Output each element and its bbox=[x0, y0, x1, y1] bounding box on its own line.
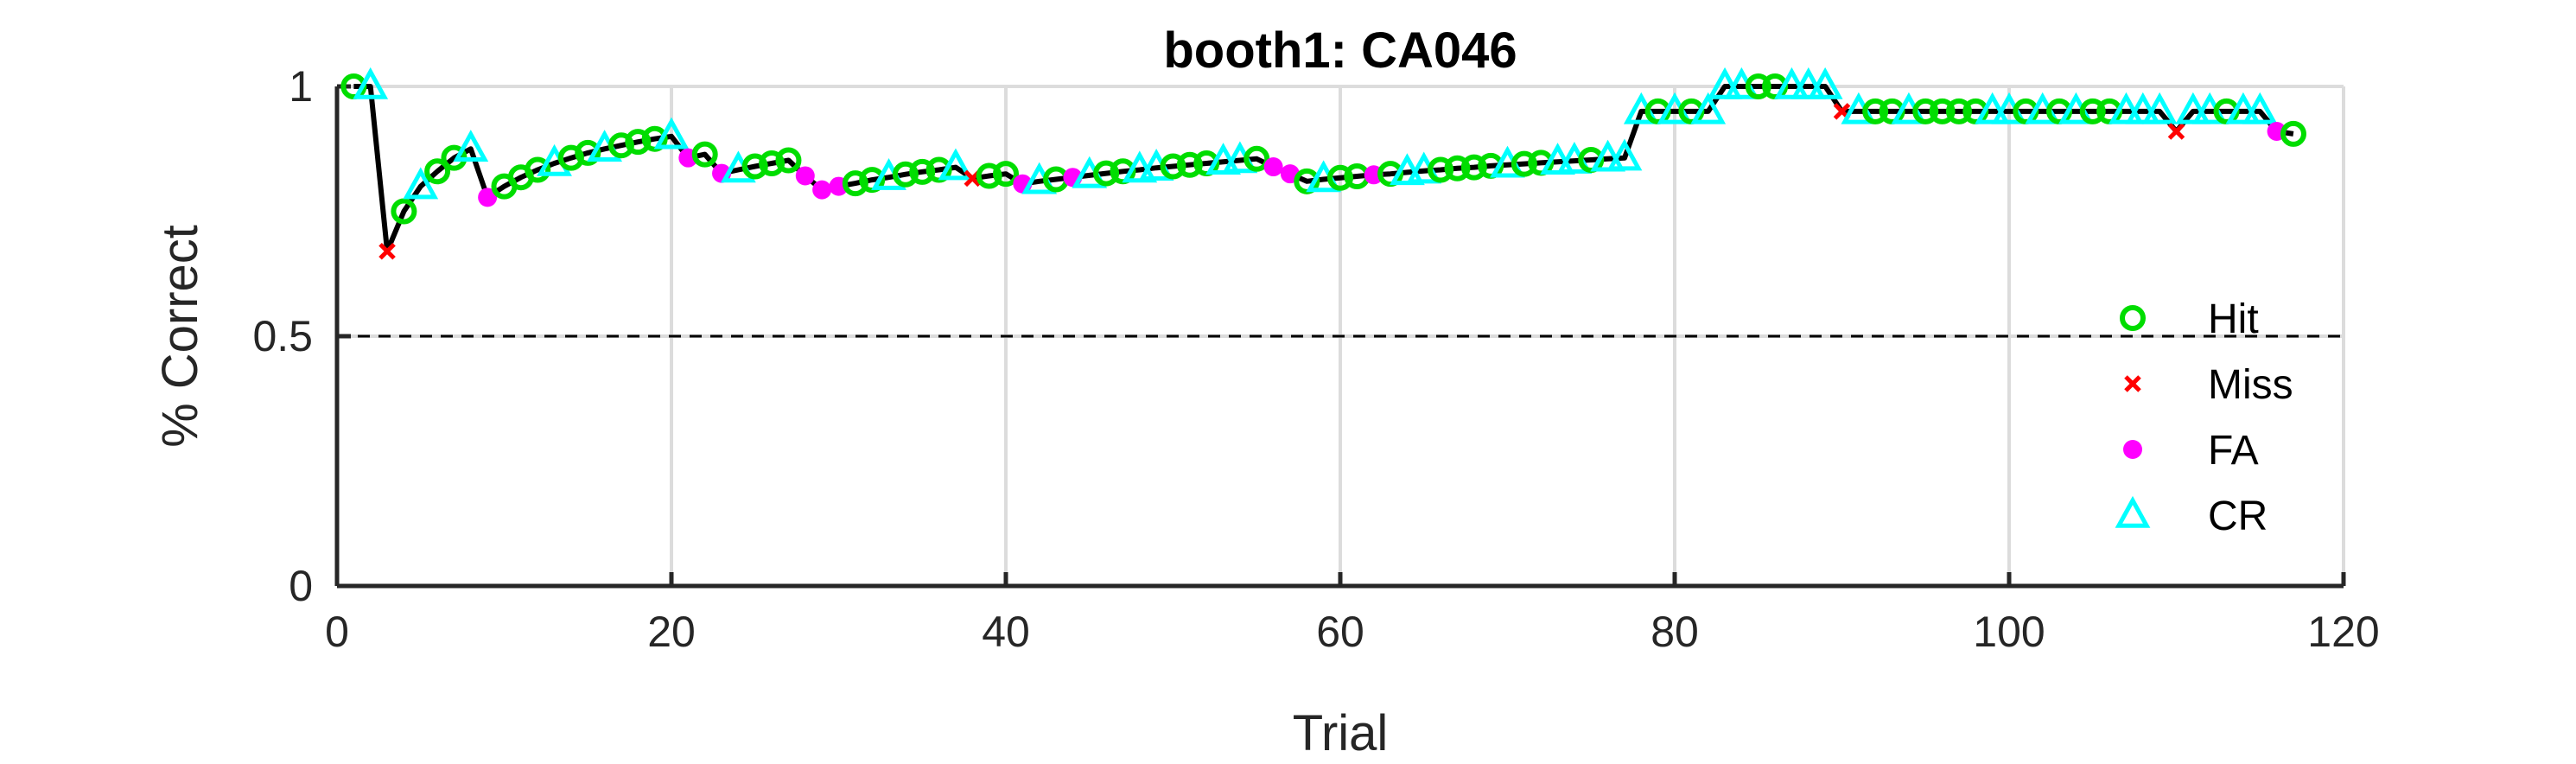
marker-hit bbox=[641, 125, 668, 152]
marker-hit bbox=[1428, 156, 1454, 183]
marker-cr bbox=[1707, 67, 1743, 99]
marker-hit bbox=[1176, 151, 1203, 178]
marker-fa bbox=[795, 166, 815, 186]
miss-stroke bbox=[2167, 123, 2185, 140]
marker-hit bbox=[1912, 98, 1939, 124]
marker-hit bbox=[1093, 160, 1120, 187]
marker-hit bbox=[909, 158, 936, 185]
marker-hit bbox=[1511, 150, 1537, 177]
marker-hit bbox=[1929, 98, 1956, 124]
legend-item-hit: Hit bbox=[2120, 296, 2259, 342]
marker-cr bbox=[2125, 92, 2161, 124]
legend-item-miss: Miss bbox=[2124, 362, 2293, 408]
marker-cr bbox=[2141, 92, 2178, 124]
x-tick-label: 0 bbox=[325, 608, 349, 656]
marker-cr bbox=[2225, 92, 2261, 124]
marker-cr bbox=[2242, 92, 2278, 124]
marker-miss bbox=[2167, 123, 2185, 140]
miss-stroke bbox=[2124, 375, 2141, 392]
marker-cr bbox=[1807, 67, 1843, 99]
marker-hit bbox=[775, 147, 802, 174]
marker-cr bbox=[2109, 92, 2144, 124]
y-tick-label: 0 bbox=[289, 562, 313, 610]
marker-cr bbox=[353, 67, 389, 99]
legend: Hit Miss FA CR bbox=[2115, 296, 2293, 539]
marker-fa bbox=[1263, 157, 1283, 177]
marker-fa bbox=[478, 188, 498, 207]
marker-hit bbox=[625, 129, 652, 156]
marker-miss bbox=[378, 242, 396, 260]
marker-hit bbox=[1160, 153, 1186, 180]
marker-hit bbox=[2079, 98, 2106, 124]
marker-hit bbox=[1460, 154, 1487, 181]
x-tick-label: 40 bbox=[982, 608, 1030, 656]
chart-title: booth1: CA046 bbox=[1163, 22, 1517, 79]
legend-item-fa: FA bbox=[2123, 428, 2259, 474]
axes: 0 20 40 60 80 100 120 0 0.5 1 bbox=[252, 62, 2379, 656]
marker-cr bbox=[1975, 92, 2011, 124]
x-tick-label: 100 bbox=[1973, 608, 2045, 656]
y-tick-label: 0.5 bbox=[252, 312, 313, 360]
legend-item-cr: CR bbox=[2115, 493, 2268, 539]
marker-hit bbox=[525, 156, 551, 183]
marker-hit bbox=[741, 153, 768, 180]
legend-label-miss: Miss bbox=[2208, 362, 2293, 408]
marker-cr bbox=[403, 167, 439, 200]
legend-symbol-miss bbox=[2124, 375, 2141, 392]
legend-label-hit: Hit bbox=[2208, 296, 2259, 342]
marker-hit bbox=[1945, 98, 1972, 124]
marker-hit bbox=[607, 132, 634, 159]
legend-symbol-hit bbox=[2120, 305, 2146, 331]
x-tick-label: 60 bbox=[1316, 608, 1364, 656]
legend-symbol-fa bbox=[2123, 440, 2142, 459]
marker-cr bbox=[453, 130, 489, 162]
marker-cr bbox=[1690, 92, 1727, 124]
marker-hit bbox=[759, 150, 786, 177]
y-axis-label: % Correct bbox=[152, 225, 208, 448]
marker-cr bbox=[1774, 67, 1810, 99]
trial-markers bbox=[340, 67, 2306, 260]
legend-label-cr: CR bbox=[2208, 493, 2268, 539]
x-tick-label: 80 bbox=[1651, 608, 1699, 656]
x-tick-label: 20 bbox=[647, 608, 696, 656]
legend-label-fa: FA bbox=[2208, 428, 2259, 474]
marker-hit bbox=[2280, 120, 2306, 147]
marker-hit bbox=[859, 167, 886, 194]
marker-cr bbox=[1606, 138, 1643, 171]
y-tick-label: 1 bbox=[289, 62, 313, 111]
miss-stroke bbox=[1833, 103, 1851, 120]
x-axis-label: Trial bbox=[1293, 705, 1389, 761]
marker-cr bbox=[1790, 67, 1827, 99]
marker-fa bbox=[812, 180, 832, 200]
marker-hit bbox=[993, 161, 1019, 188]
marker-hit bbox=[575, 139, 601, 166]
marker-hit bbox=[1862, 98, 1889, 124]
marker-hit bbox=[391, 198, 417, 225]
marker-hit bbox=[691, 141, 718, 168]
legend-symbol-cr bbox=[2115, 495, 2151, 528]
marker-cr bbox=[938, 148, 974, 181]
marker-cr bbox=[653, 117, 690, 150]
marker-hit bbox=[842, 170, 868, 197]
marker-hit bbox=[424, 158, 451, 185]
marker-hit bbox=[1243, 145, 1270, 172]
x-tick-label: 120 bbox=[2307, 608, 2379, 656]
miss-stroke bbox=[378, 242, 396, 260]
marker-hit bbox=[1444, 155, 1471, 181]
marker-hit bbox=[925, 156, 952, 183]
marker-cr bbox=[2175, 92, 2211, 124]
marker-hit bbox=[1327, 164, 1353, 191]
marker-hit bbox=[892, 161, 919, 188]
marker-hit bbox=[1745, 73, 1771, 99]
marker-hit bbox=[976, 162, 1002, 189]
